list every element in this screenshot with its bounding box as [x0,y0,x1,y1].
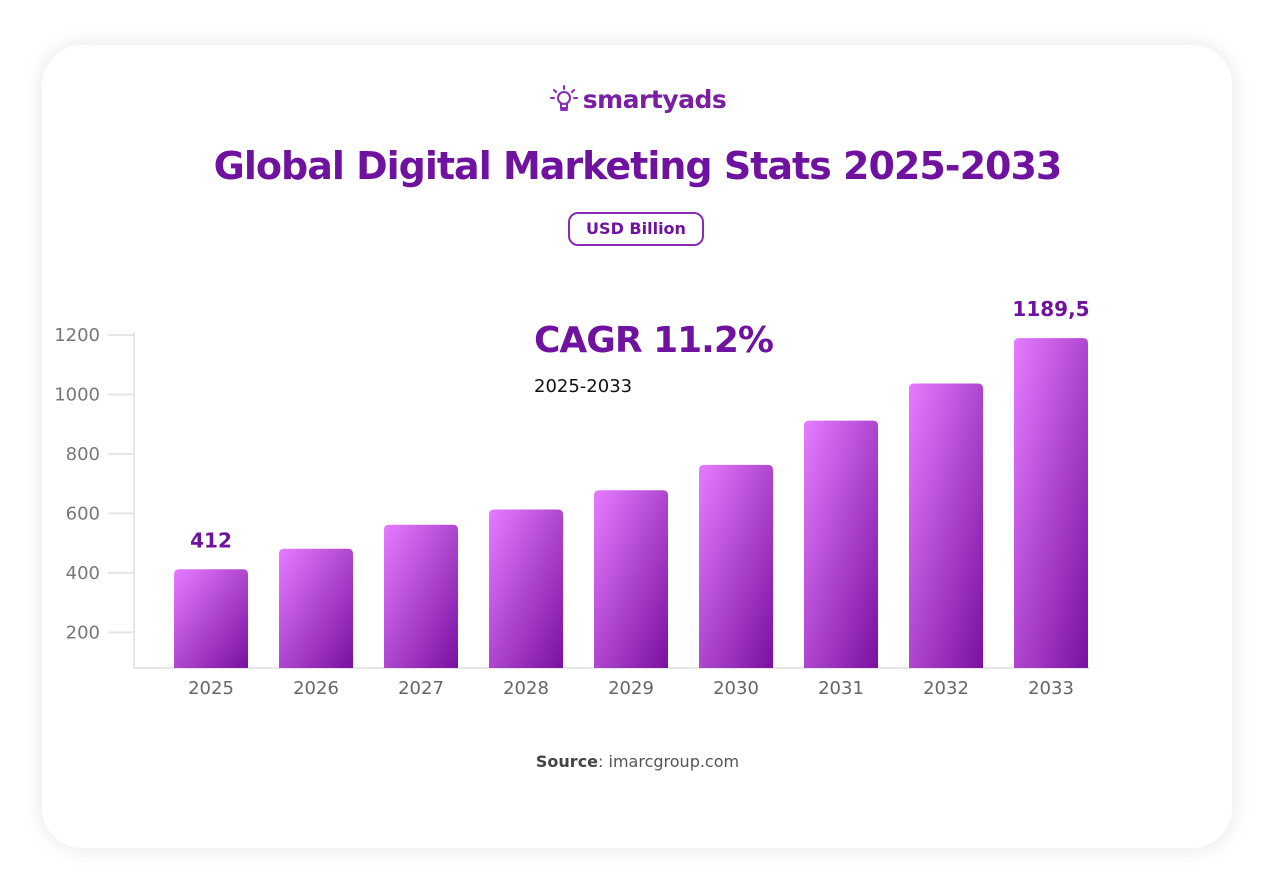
y-tick-label: 1000 [54,384,100,405]
data-label: 1189,5 [1012,297,1089,321]
data-label: 412 [190,528,232,552]
source-note: Source: imarcgroup.com [535,752,740,771]
y-tick-label: 600 [66,503,100,524]
x-tick-label: 2025 [188,678,234,699]
cagr-period: 2025-2033 [534,376,633,397]
bar-2029 [594,490,668,668]
y-tick-label: 800 [66,444,100,465]
y-tick-label: 200 [66,622,100,643]
x-tick-label: 2028 [503,678,549,699]
cagr-label: CAGR 11.2% [534,320,774,361]
source-value: imarcgroup.com [608,752,740,771]
x-tick-label: 2031 [818,678,864,699]
lightbulb-icon [549,85,578,111]
bar-2028 [489,509,563,668]
bar-2030 [699,464,773,668]
x-tick-label: 2029 [608,678,654,699]
source-label: Source [535,752,599,771]
bar-2032 [909,383,983,668]
unit-badge: USD Billion [568,212,704,246]
bar-2027 [384,524,458,668]
x-tick-label: 2033 [1028,678,1074,699]
x-tick-label: 2030 [713,678,759,699]
bar-2033 [1014,338,1088,668]
brand-name: smartyads [582,85,727,114]
bar-2025 [174,569,248,668]
y-tick-label: 400 [66,563,100,584]
x-tick-label: 2027 [398,678,444,699]
page-title: Global Digital Marketing Stats 2025-2033 [213,144,1063,188]
bar-2031 [804,420,878,668]
y-tick-label: 1200 [54,325,100,346]
x-tick-label: 2026 [293,678,339,699]
x-tick-label: 2032 [923,678,969,699]
bar-2026 [279,548,353,668]
brand-logo: smartyads [0,84,1275,114]
